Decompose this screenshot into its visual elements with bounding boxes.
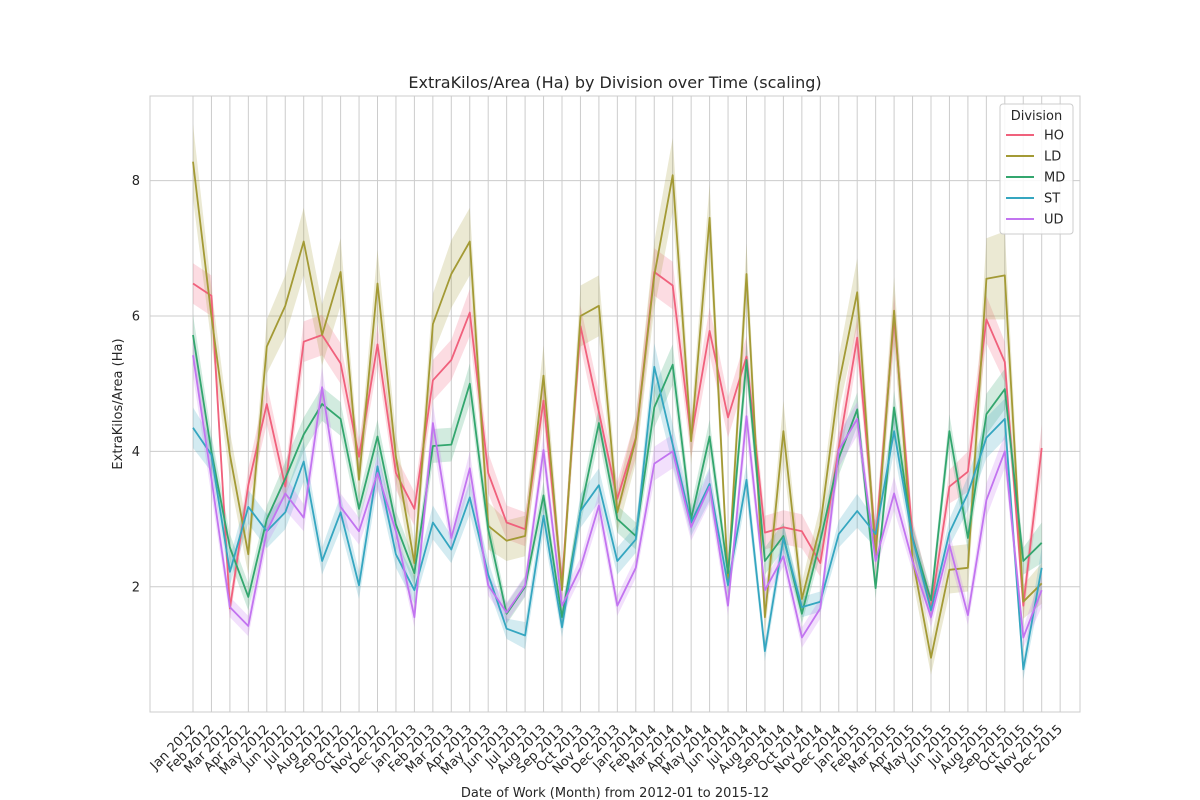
legend-title: Division bbox=[1011, 109, 1063, 124]
legend-box bbox=[999, 103, 1074, 235]
legend: Division HO LD MD ST UD bbox=[999, 103, 1074, 235]
y-tick-label: 2 bbox=[132, 580, 140, 595]
series-line-md bbox=[192, 334, 1043, 619]
chart-title: ExtraKilos/Area (Ha) by Division over Ti… bbox=[408, 73, 821, 92]
legend-label-st: ST bbox=[1044, 192, 1060, 207]
legend-label-ud: UD bbox=[1044, 213, 1064, 228]
y-axis-title: ExtraKilos/Area (Ha) bbox=[111, 338, 126, 469]
y-tick-label: 4 bbox=[132, 445, 140, 460]
confidence-band-ud bbox=[193, 335, 1042, 648]
legend-label-md: MD bbox=[1044, 171, 1065, 186]
y-tick-label: 6 bbox=[132, 310, 140, 325]
legend-label-ld: LD bbox=[1044, 150, 1061, 165]
x-axis-title: Date of Work (Month) from 2012-01 to 201… bbox=[461, 786, 769, 800]
plot-area bbox=[150, 96, 1080, 712]
series-line-st bbox=[192, 365, 1043, 671]
series-line-ld bbox=[192, 161, 1043, 659]
series-lines bbox=[192, 161, 1043, 671]
series-line-ud bbox=[192, 355, 1043, 639]
legend-label-ho: HO bbox=[1044, 129, 1064, 144]
y-tick-label: 8 bbox=[132, 174, 140, 189]
plot-border bbox=[149, 95, 1081, 713]
